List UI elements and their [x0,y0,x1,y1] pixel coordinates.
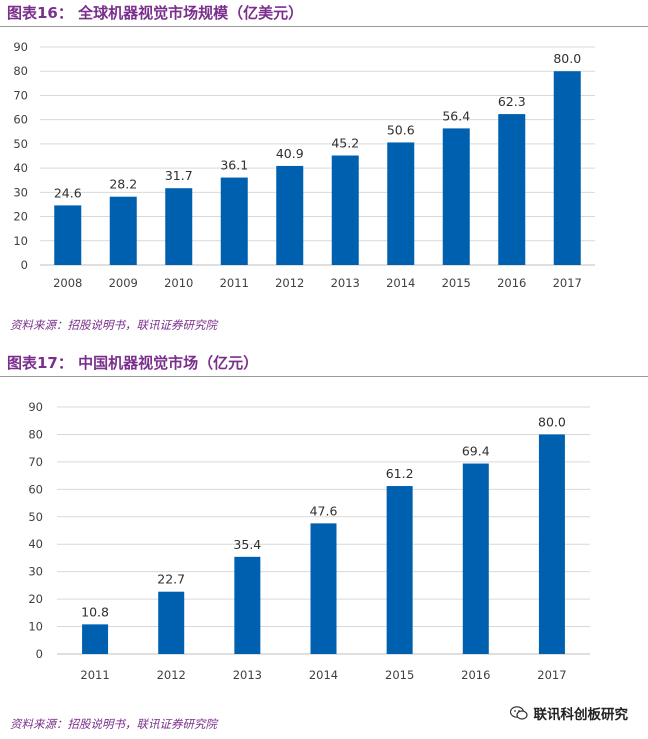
x-tick-label: 2008 [53,276,82,290]
data-label: 47.6 [310,503,338,518]
bar [276,165,304,265]
x-tick-label: 2015 [442,276,471,290]
y-tick-label: 10 [28,620,43,634]
x-tick-label: 2014 [386,276,415,290]
x-tick-label: 2012 [157,668,186,682]
x-tick-label: 2017 [553,276,582,290]
y-tick-label: 60 [28,482,43,496]
title-divider [0,376,648,377]
data-label: 31.7 [165,168,193,183]
data-label: 61.2 [386,466,414,481]
data-label: 62.3 [498,94,526,109]
bar [553,71,581,265]
x-tick-label: 2012 [275,276,304,290]
x-tick-label: 2013 [331,276,360,290]
y-tick-label: 30 [28,565,43,579]
y-tick-label: 20 [28,592,43,606]
bar [158,591,185,654]
y-tick-label: 40 [28,537,43,551]
y-tick-label: 70 [28,455,43,469]
x-tick-label: 2009 [109,276,138,290]
source-text: 资料来源：招股说明书，联讯证券研究院 [10,318,217,332]
bar [54,205,82,265]
source-note: 资料来源：招股说明书，联讯证券研究院 [10,317,217,333]
data-label: 50.6 [387,122,415,137]
data-label: 56.4 [442,108,470,123]
chart-title: 图表16： 全球机器视觉市场规模（亿美元） [7,4,304,22]
data-label: 22.7 [157,572,185,587]
data-label: 80.0 [538,414,566,429]
y-tick-label: 90 [28,400,43,414]
data-label: 10.8 [81,604,109,619]
y-tick-label: 30 [13,185,28,199]
y-tick-label: 50 [13,137,28,151]
bar [165,188,193,265]
bar [387,142,415,265]
y-tick-label: 20 [13,210,28,224]
x-tick-label: 2013 [233,668,262,682]
x-tick-label: 2014 [309,668,338,682]
bar [82,624,109,654]
y-tick-label: 60 [13,113,28,127]
data-label: 24.6 [54,185,82,200]
source-note: 资料来源：招股说明书，联讯证券研究院 [10,716,217,732]
data-label: 45.2 [331,136,359,151]
bar-chart-global: 0 10 20 30 40 50 60 70 80 90 24.6 2008 28.2 2009 31.7 2… [13,40,595,290]
x-tick-label: 2017 [537,668,566,682]
x-tick-label: 2015 [385,668,414,682]
bar [386,486,413,654]
y-tick-label: 80 [13,64,28,78]
y-tick-label: 70 [13,88,28,102]
data-label: 28.2 [109,177,137,192]
bar [109,196,137,265]
data-label: 80.0 [553,51,581,66]
x-tick-label: 2010 [164,276,193,290]
y-tick-label: 0 [21,258,28,272]
y-tick-label: 50 [28,510,43,524]
x-tick-label: 2016 [461,668,490,682]
data-label: 40.9 [276,146,304,161]
bar [538,434,565,654]
data-label: 35.4 [233,537,261,552]
bar [310,523,337,654]
wechat-icon [509,706,528,720]
y-tick-label: 80 [28,427,43,441]
bar [462,463,489,654]
data-label: 36.1 [220,158,248,173]
bar [220,177,248,265]
x-tick-label: 2011 [80,668,109,682]
bar-chart-china: 0 10 20 30 40 50 60 70 80 90 10.8 2011 22.7 2012 35.4 2… [28,400,590,682]
chart-title: 图表17： 中国机器视觉市场（亿元） [7,354,259,372]
y-tick-label: 10 [13,234,28,248]
title-divider [0,26,648,27]
x-tick-label: 2011 [220,276,249,290]
y-tick-label: 40 [13,161,28,175]
source-text: 资料来源：招股说明书，联讯证券研究院 [10,717,217,731]
bar [498,114,526,266]
y-tick-label: 90 [13,40,28,54]
bar [442,128,470,265]
y-tick-label: 0 [36,647,43,661]
x-tick-label: 2016 [497,276,526,290]
data-label: 69.4 [462,444,490,459]
watermark: 联讯科创板研究 [509,703,629,723]
bar [331,155,359,265]
bar [234,556,261,654]
watermark-text: 联讯科创板研究 [533,707,629,723]
